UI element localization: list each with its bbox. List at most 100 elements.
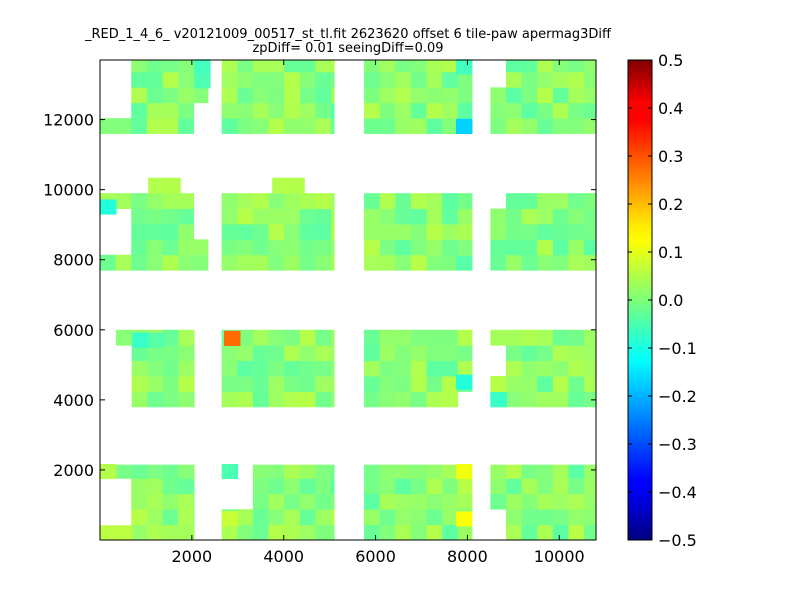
heatmap-cell xyxy=(552,464,569,479)
heatmap-cell xyxy=(505,193,522,209)
heatmap-cell xyxy=(442,193,459,209)
heatmap-cell xyxy=(552,376,569,392)
heatmap-cell xyxy=(162,524,179,541)
heatmap-cell xyxy=(457,102,473,119)
heatmap-cell xyxy=(162,71,179,88)
heatmap-cell xyxy=(505,493,522,510)
heatmap-cell xyxy=(552,193,569,209)
x-tick-label: 4000 xyxy=(263,547,304,566)
heatmap-cell xyxy=(299,193,316,209)
heatmap-cell xyxy=(505,208,522,225)
heatmap-cell xyxy=(100,525,117,541)
heatmap-cell xyxy=(146,509,163,525)
heatmap-cell xyxy=(146,254,163,271)
heatmap-cell xyxy=(379,493,396,510)
heatmap-cell xyxy=(268,193,285,209)
colorbar-tick-label: −0.5 xyxy=(658,531,697,550)
heatmap-cell xyxy=(552,60,569,73)
y-axis: 2000 4000 6000 8000 10000 12000 xyxy=(43,111,596,480)
heatmap-cell xyxy=(284,193,301,209)
heatmap-cell xyxy=(364,118,381,134)
heatmap-cell xyxy=(299,478,316,495)
heatmap-cell xyxy=(521,391,538,408)
heatmap-cell xyxy=(364,193,381,209)
heatmap-cell xyxy=(284,376,301,392)
heatmap-cell xyxy=(284,60,301,73)
heatmap-cell xyxy=(131,102,148,119)
heatmap-cell xyxy=(505,478,522,495)
heatmap-cell xyxy=(268,464,285,479)
heatmap-cell xyxy=(178,71,195,88)
heatmap-cell xyxy=(178,193,195,209)
heatmap-cell xyxy=(299,239,316,256)
heatmap-cell xyxy=(442,524,459,541)
heatmap-cell xyxy=(284,102,301,119)
heatmap-cell xyxy=(146,208,163,225)
heatmap-cell xyxy=(537,71,554,88)
heatmap-cell xyxy=(299,376,316,392)
heatmap-cell xyxy=(426,118,443,134)
heatmap-cell xyxy=(237,509,254,525)
heatmap-cell xyxy=(395,360,412,377)
y-tick-label: 2000 xyxy=(53,461,94,480)
heatmap-cell xyxy=(395,102,412,119)
heatmap-cell xyxy=(395,524,412,541)
heatmap-cell xyxy=(162,239,179,256)
heatmap-cell xyxy=(148,177,181,194)
heatmap-cell xyxy=(252,360,269,377)
heatmap-cell xyxy=(252,329,269,346)
heatmap-cell xyxy=(505,376,522,392)
heatmap-cell xyxy=(331,464,335,479)
heatmap-cell xyxy=(568,71,585,88)
heatmap-cell xyxy=(284,524,301,541)
heatmap-cell xyxy=(537,223,554,240)
heatmap-cell xyxy=(148,332,165,348)
heatmap-cell xyxy=(268,118,285,134)
colorbar-tick-label: 0.1 xyxy=(658,243,683,262)
heatmap-cell xyxy=(284,493,301,510)
heatmap-cell xyxy=(505,239,522,256)
heatmap-cell xyxy=(146,71,163,88)
heatmap-cell xyxy=(315,223,332,240)
heatmap-cell xyxy=(426,493,443,510)
heatmap-cell xyxy=(442,493,459,510)
heatmap-cell xyxy=(299,345,316,362)
heatmap-cell xyxy=(410,360,427,377)
heatmap-cell xyxy=(379,118,396,134)
heatmap-cell xyxy=(178,60,195,73)
heatmap-cell xyxy=(162,208,179,225)
heatmap-cell xyxy=(315,118,332,134)
heatmap-cell xyxy=(252,345,269,362)
heatmap-cell xyxy=(552,524,569,541)
heatmap-cell xyxy=(331,524,335,541)
heatmap-cell xyxy=(442,376,459,392)
heatmap-cell xyxy=(457,345,473,362)
chart-title-line-2: zpDiff= 0.01 seeingDiff=0.09 xyxy=(252,41,443,56)
heatmap-cell xyxy=(410,391,427,408)
heatmap-cell xyxy=(410,329,427,346)
heatmap-cell xyxy=(146,464,163,479)
heatmap-cell xyxy=(268,60,285,73)
heatmap-cell xyxy=(299,208,316,225)
heatmap-cell xyxy=(521,223,538,240)
heatmap-cell xyxy=(315,193,332,209)
heatmap-cell xyxy=(331,345,335,362)
heatmap-cell xyxy=(178,118,195,134)
heatmap-cell xyxy=(272,177,305,194)
heatmap-cell xyxy=(315,360,332,377)
heatmap-cell xyxy=(162,391,179,408)
heatmap-cell xyxy=(410,208,427,225)
heatmap-cell xyxy=(237,60,254,73)
x-tick-label: 2000 xyxy=(171,547,212,566)
heatmap-cell xyxy=(426,254,443,271)
heatmap-cell xyxy=(252,87,269,104)
heatmap-cell xyxy=(442,509,459,525)
heatmap-cell xyxy=(364,87,381,104)
heatmap-cell xyxy=(193,87,209,104)
heatmap-cell xyxy=(162,345,179,362)
heatmap-cell xyxy=(193,239,209,256)
heatmap-cell xyxy=(505,71,522,88)
heatmap-cell xyxy=(364,360,381,377)
heatmap-cell xyxy=(131,524,148,541)
heatmap-cell xyxy=(426,329,443,346)
